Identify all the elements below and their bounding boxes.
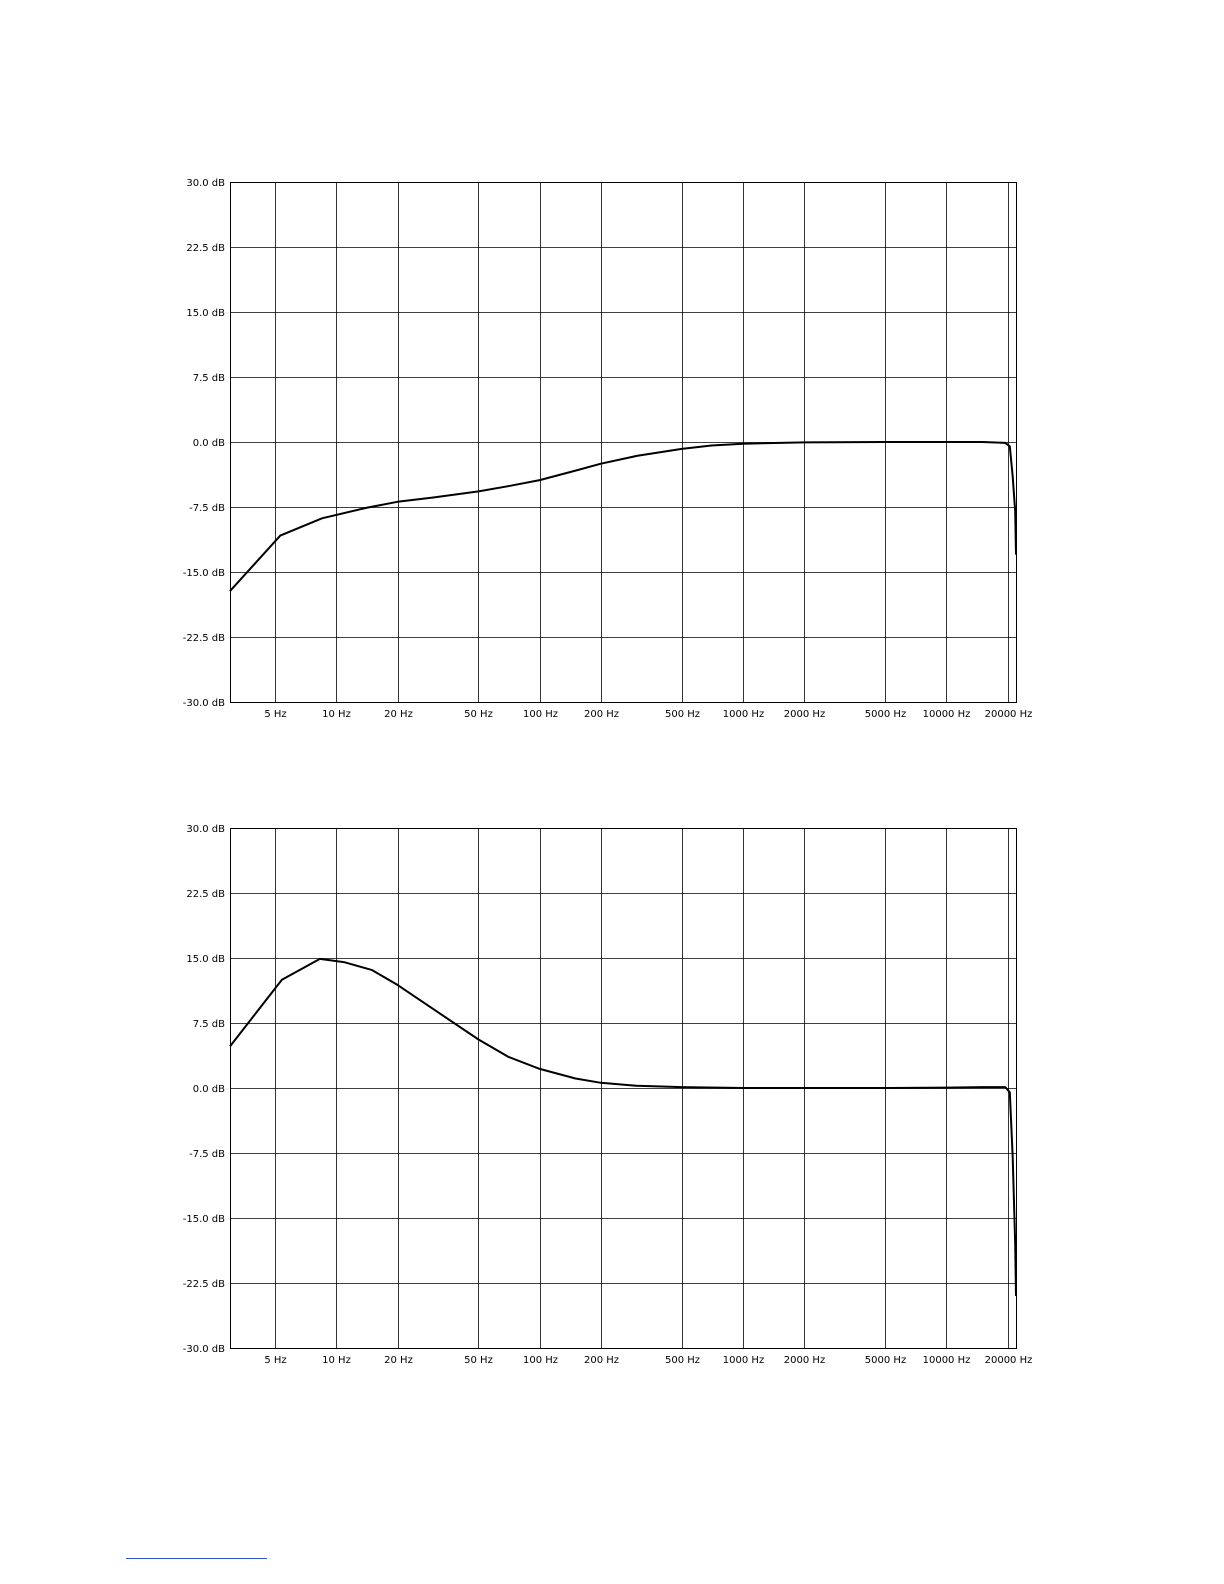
x-tick-label: 5000 Hz [865,1355,906,1366]
frequency-response-chart-2: 30.0 dB 22.5 dB 15.0 dB 7.5 dB 0.0 dB -7.5 dB… [183,824,1033,1366]
y-tick-label: 15.0 dB [186,308,225,319]
x-tick-label: 50 Hz [464,1355,493,1366]
x-tick-label: 5 Hz [264,709,286,720]
x-tick-label: 100 Hz [523,1355,558,1366]
x-tick-label: 1000 Hz [723,709,764,720]
y-tick-label: -30.0 dB [183,698,225,709]
x-tick-label: 10000 Hz [923,709,971,720]
x-tick-label: 2000 Hz [784,1355,825,1366]
y-tick-label: -7.5 dB [189,1149,225,1160]
y-tick-label: 0.0 dB [193,1084,225,1095]
x-tick-label: 50 Hz [464,709,493,720]
response-curve [229,441,1017,592]
y-tick-label: 22.5 dB [186,889,225,900]
plot-frame [230,828,1017,1349]
y-tick-label: 0.0 dB [193,438,225,449]
x-tick-label: 20 Hz [384,1355,413,1366]
x-tick-label: 2000 Hz [784,709,825,720]
y-tick-label: -22.5 dB [183,633,225,644]
x-tick-label: 10 Hz [322,709,351,720]
x-tick-label: 500 Hz [665,709,700,720]
y-tick-label: 7.5 dB [193,1019,225,1030]
y-tick-label: -7.5 dB [189,503,225,514]
y-tick-label: -15.0 dB [183,568,225,579]
x-tick-label: 100 Hz [523,709,558,720]
frequency-response-chart-1: 30.0 dB 22.5 dB 15.0 dB 7.5 dB 0.0 dB -7.5 dB… [183,178,1033,720]
x-tick-label: 500 Hz [665,1355,700,1366]
y-tick-label: 15.0 dB [186,954,225,965]
response-curve [229,957,1017,1297]
x-tick-label: 10000 Hz [923,1355,971,1366]
y-tick-label: -30.0 dB [183,1344,225,1355]
y-tick-label: 30.0 dB [186,824,225,835]
x-tick-label: 200 Hz [584,709,619,720]
y-tick-label: -15.0 dB [183,1214,225,1225]
x-tick-label: 20000 Hz [985,709,1033,720]
x-tick-label: 10 Hz [322,1355,351,1366]
x-tick-label: 20000 Hz [985,1355,1033,1366]
footnote-rule [126,1558,267,1559]
x-tick-label: 1000 Hz [723,1355,764,1366]
x-tick-label: 20 Hz [384,709,413,720]
x-tick-label: 200 Hz [584,1355,619,1366]
x-tick-label: 5 Hz [264,1355,286,1366]
y-tick-label: 22.5 dB [186,243,225,254]
y-tick-label: 30.0 dB [186,178,225,189]
plot-frame [230,182,1017,703]
x-tick-label: 5000 Hz [865,709,906,720]
y-tick-label: 7.5 dB [193,373,225,384]
y-tick-label: -22.5 dB [183,1279,225,1290]
